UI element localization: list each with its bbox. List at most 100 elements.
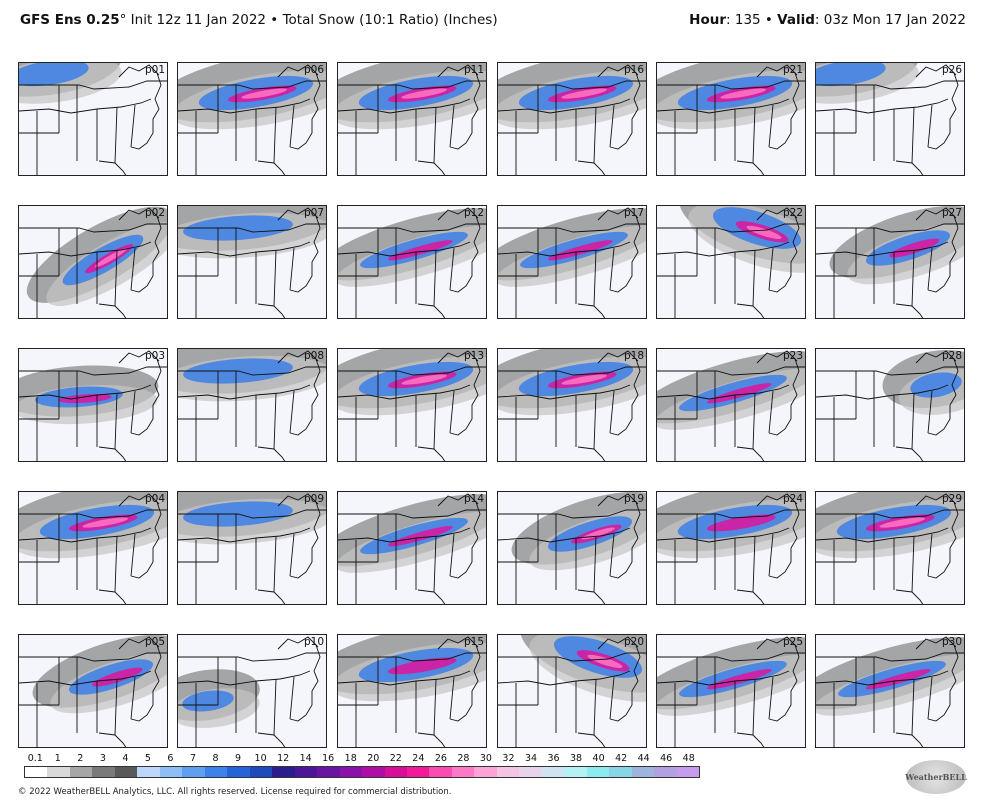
colorbar-bin bbox=[159, 767, 183, 777]
state-border bbox=[437, 207, 479, 221]
state-border bbox=[98, 303, 127, 318]
state-border bbox=[437, 64, 479, 78]
state-border bbox=[178, 683, 218, 747]
state-border bbox=[58, 371, 136, 450]
state-border bbox=[927, 215, 959, 293]
legend-tick: 2 bbox=[77, 753, 84, 764]
state-border bbox=[277, 64, 319, 78]
colorbar-bin bbox=[609, 767, 632, 777]
state-border bbox=[736, 589, 765, 604]
state-border bbox=[895, 732, 924, 747]
ensemble-member-panel: p20 bbox=[497, 634, 647, 748]
legend-tick: 0.1 bbox=[27, 753, 43, 764]
ensemble-member-panel: p12 bbox=[337, 205, 487, 319]
legend-tick: 24 bbox=[412, 753, 425, 764]
snowfall-map bbox=[657, 206, 805, 318]
snowfall-map bbox=[338, 63, 486, 175]
colorbar-bin bbox=[474, 767, 497, 777]
state-border bbox=[178, 223, 326, 233]
state-border bbox=[597, 207, 639, 221]
very-heavy-snow-area bbox=[746, 225, 782, 239]
state-border bbox=[768, 215, 800, 293]
state-border bbox=[895, 446, 924, 461]
state-border bbox=[178, 397, 218, 461]
colorbar-bin bbox=[182, 767, 205, 777]
snowfall-map bbox=[816, 636, 964, 747]
colorbar-bin bbox=[586, 767, 610, 777]
state-border bbox=[377, 228, 455, 307]
ensemble-member-panel: p05 bbox=[18, 634, 168, 748]
snowfall-map bbox=[657, 350, 805, 461]
state-border bbox=[449, 72, 481, 150]
state-border bbox=[338, 80, 486, 90]
colorbar-bin bbox=[69, 767, 93, 777]
state-border bbox=[118, 350, 160, 364]
state-border bbox=[118, 636, 160, 650]
state-border bbox=[736, 446, 765, 461]
state-border bbox=[927, 644, 959, 722]
state-border bbox=[118, 207, 160, 221]
member-label: p24 bbox=[782, 493, 803, 505]
colorbar-bin bbox=[676, 767, 700, 777]
state-border bbox=[537, 371, 615, 450]
ensemble-member-panel: p03 bbox=[18, 348, 168, 462]
member-label: p23 bbox=[782, 350, 803, 362]
state-border bbox=[498, 540, 538, 604]
state-border bbox=[816, 540, 856, 604]
state-border bbox=[289, 501, 321, 579]
state-border bbox=[915, 493, 957, 507]
very-heavy-snow-area bbox=[720, 88, 767, 99]
member-label: p29 bbox=[941, 493, 962, 505]
state-border bbox=[338, 683, 378, 747]
state-border bbox=[19, 254, 59, 318]
state-border bbox=[19, 223, 167, 233]
hour-label: Hour bbox=[689, 12, 727, 28]
state-border bbox=[577, 732, 606, 747]
init-time: Init 12z 11 Jan 2022 bbox=[126, 12, 267, 28]
colorbar-bin bbox=[339, 767, 363, 777]
state-border bbox=[855, 514, 933, 593]
ensemble-member-panel: p18 bbox=[497, 348, 647, 462]
ensemble-member-panel: p19 bbox=[497, 491, 647, 605]
state-border bbox=[417, 303, 446, 318]
member-label: p10 bbox=[303, 636, 324, 648]
state-border bbox=[537, 657, 615, 736]
state-border bbox=[130, 215, 162, 293]
state-border bbox=[498, 111, 538, 175]
ensemble-member-panel: p01 bbox=[18, 62, 168, 176]
member-label: p11 bbox=[463, 64, 484, 76]
state-border bbox=[118, 64, 160, 78]
snowfall-map bbox=[657, 636, 805, 747]
heavy-snow-area bbox=[706, 383, 772, 404]
colorbar-bin bbox=[272, 767, 295, 777]
legend-tick: 40 bbox=[592, 753, 605, 764]
state-border bbox=[289, 215, 321, 293]
state-border bbox=[118, 493, 160, 507]
state-border bbox=[657, 80, 805, 90]
ensemble-member-panel: p08 bbox=[177, 348, 327, 462]
colorbar-bin bbox=[631, 767, 655, 777]
state-border bbox=[498, 652, 646, 662]
very-heavy-snow-area bbox=[587, 654, 623, 668]
member-label: p13 bbox=[463, 350, 484, 362]
state-border bbox=[257, 446, 286, 461]
state-border bbox=[19, 509, 167, 519]
member-label: p12 bbox=[463, 207, 484, 219]
state-border bbox=[609, 501, 641, 579]
state-border bbox=[696, 228, 774, 307]
state-border bbox=[217, 514, 295, 593]
ensemble-member-panel: p13 bbox=[337, 348, 487, 462]
state-border bbox=[257, 303, 286, 318]
state-border bbox=[338, 111, 378, 175]
state-border bbox=[768, 72, 800, 150]
state-border bbox=[816, 683, 856, 747]
state-border bbox=[768, 358, 800, 436]
colorbar-bin bbox=[249, 767, 273, 777]
very-heavy-snow-area bbox=[401, 374, 448, 385]
snowfall-map bbox=[338, 493, 486, 604]
member-label: p03 bbox=[144, 350, 165, 362]
state-border bbox=[178, 80, 326, 90]
logo-text: WeatherBELL bbox=[905, 772, 967, 782]
state-border bbox=[756, 493, 798, 507]
state-border bbox=[816, 366, 964, 376]
